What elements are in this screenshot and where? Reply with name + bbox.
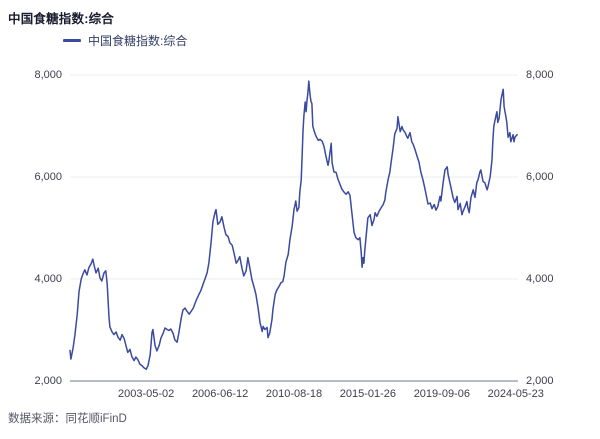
- legend-line-swatch: [63, 39, 81, 42]
- legend: 中国食糖指数:综合: [63, 32, 187, 49]
- y-tick-label-left: 6,000: [34, 171, 62, 183]
- y-tick-label-right: 2,000: [526, 375, 554, 387]
- x-tick-label: 2015-01-26: [339, 388, 397, 400]
- x-tick-label: 2006-06-12: [191, 388, 249, 400]
- chart-title: 中国食糖指数:综合: [8, 12, 114, 26]
- x-tick-label: 2010-08-18: [265, 388, 323, 400]
- y-tick-label-right: 8,000: [526, 69, 554, 81]
- y-tick-label-right: 4,000: [526, 273, 554, 285]
- x-tick-label: 2003-05-02: [118, 388, 175, 400]
- y-tick-label-left: 8,000: [34, 69, 62, 81]
- series-line: [69, 80, 518, 371]
- y-tick-label-left: 4,000: [34, 273, 62, 285]
- y-tick-label-left: 2,000: [34, 375, 62, 387]
- y-tick-label-right: 6,000: [526, 171, 554, 183]
- x-tick-label: 2019-09-06: [413, 388, 470, 400]
- x-tick-label: 2024-05-23: [487, 388, 544, 400]
- legend-label: 中国食糖指数:综合: [88, 34, 188, 48]
- data-source-note: 数据来源：同花顺iFinD: [8, 413, 127, 425]
